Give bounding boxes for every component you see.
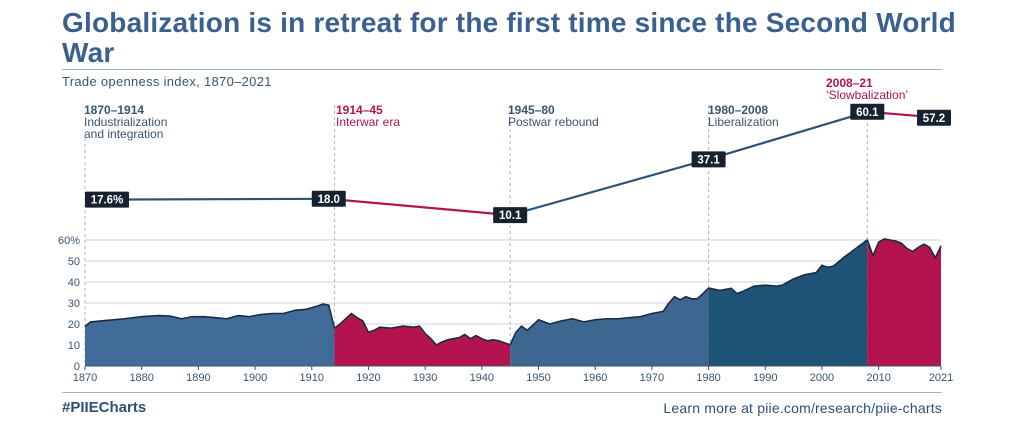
x-tick-label: 2010 xyxy=(866,372,890,384)
value-label: 17.6% xyxy=(91,195,124,207)
area-series-1 xyxy=(85,304,335,366)
area-series-outline xyxy=(84,303,336,329)
area-series-5 xyxy=(867,238,941,366)
x-tick-label: 1990 xyxy=(753,372,777,384)
x-tick-label: 1910 xyxy=(300,372,324,384)
y-tick-label: 60% xyxy=(58,235,80,247)
footer-rule xyxy=(62,392,942,393)
x-tick-label: 1880 xyxy=(129,372,153,384)
area-series-outline xyxy=(509,287,710,346)
trade-openness-chart: 0 10 20 30 40 50 60% 1870 1880 1890 1900 1910 1920 19… xyxy=(58,76,953,384)
era-name-label: Industrialization xyxy=(84,115,167,129)
x-tick-label: 1870 xyxy=(73,372,97,384)
era-name-label: ‘Slowbalization’ xyxy=(826,88,908,102)
value-label-box xyxy=(311,190,346,207)
era-name-label: Interwar era xyxy=(336,115,400,129)
chart-subtitle: Trade openness index, 1870–2021 xyxy=(62,74,272,89)
y-tick-label: 20 xyxy=(68,319,80,331)
y-tick-label: 50 xyxy=(68,256,80,268)
area-series-outline xyxy=(333,312,511,346)
footer-link[interactable]: Learn more at piie.com/research/piie-cha… xyxy=(663,400,942,416)
era-range-label: 1914–45 xyxy=(336,103,383,117)
x-tick-label: 1980 xyxy=(696,372,720,384)
area-series-3 xyxy=(510,288,709,366)
footer-hashtag[interactable]: #PIIECharts xyxy=(62,399,147,416)
value-label-box xyxy=(691,151,726,168)
y-tick-label: 10 xyxy=(68,340,80,352)
x-tick-label: 1930 xyxy=(413,372,437,384)
era-name-label: Liberalization xyxy=(708,115,779,129)
value-label-box xyxy=(917,109,951,126)
y-tick-label: 40 xyxy=(68,277,80,289)
value-label-box xyxy=(850,103,885,120)
x-tick-label: 1920 xyxy=(356,372,380,384)
area-series-outline xyxy=(708,239,868,295)
value-label: 37.1 xyxy=(697,154,720,166)
x-tick-label: 2021 xyxy=(929,372,953,384)
x-tick-label: 1950 xyxy=(526,372,550,384)
era-range-label: 1945–80 xyxy=(508,103,555,117)
era-name-label: Postwar rebound xyxy=(508,115,599,129)
title-rule xyxy=(62,69,942,70)
chart-title: Globalization is in retreat for the firs… xyxy=(62,7,956,68)
value-label: 60.1 xyxy=(856,107,879,119)
era-range-label: 1870–1914 xyxy=(84,103,144,117)
era-range-label: 1980–2008 xyxy=(708,103,768,117)
x-tick-label: 1940 xyxy=(470,372,494,384)
openness-line-segment xyxy=(509,158,709,217)
y-tick-label: 30 xyxy=(68,298,80,310)
era-range-label: 2008–21 xyxy=(826,76,873,90)
x-tick-label: 1960 xyxy=(583,372,607,384)
value-label: 18.0 xyxy=(318,194,340,206)
area-series-4 xyxy=(708,239,868,366)
area-series-2 xyxy=(334,313,511,366)
value-label: 10.1 xyxy=(499,210,522,222)
x-tick-label: 2000 xyxy=(810,372,834,384)
x-tick-label: 1970 xyxy=(640,372,664,384)
y-tick-label: 0 xyxy=(74,361,80,373)
value-label-box xyxy=(493,207,528,224)
openness-line-segment xyxy=(708,110,868,161)
era-name-label: and integration xyxy=(84,127,163,141)
x-tick-label: 1900 xyxy=(243,372,267,384)
value-label: 57.2 xyxy=(923,113,945,125)
value-label-box xyxy=(85,191,129,208)
x-tick-label: 1890 xyxy=(186,372,210,384)
area-series-outline xyxy=(866,238,942,259)
openness-line-segment xyxy=(328,197,511,217)
